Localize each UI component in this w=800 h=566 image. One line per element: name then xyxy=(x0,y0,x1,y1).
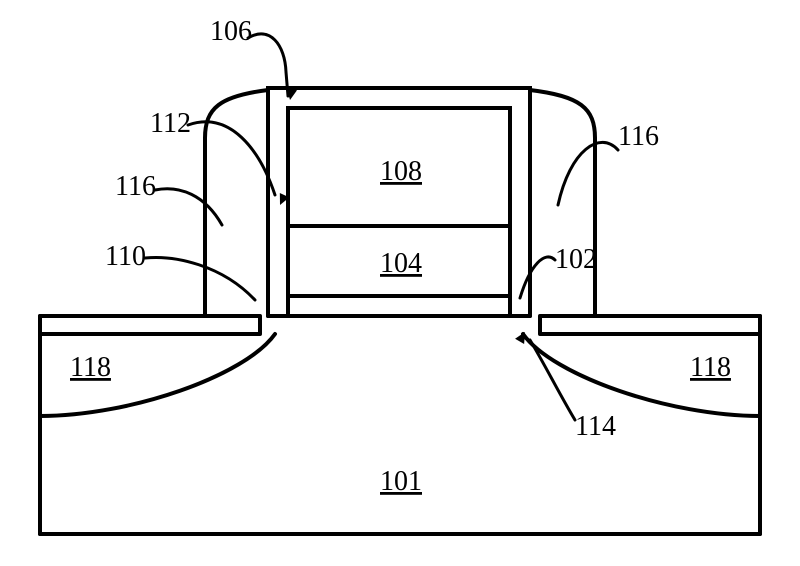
label-l116_right: 116 xyxy=(618,121,659,152)
label-l108: 108 xyxy=(380,156,422,187)
label-l114: 114 xyxy=(575,411,616,442)
leader-l116_left xyxy=(155,189,222,225)
label-l110: 110 xyxy=(105,241,146,272)
label-l118_right: 118 xyxy=(690,352,731,383)
label-l118_left: 118 xyxy=(70,352,111,383)
leader-l116_right xyxy=(558,142,618,205)
leader-l102 xyxy=(520,257,555,298)
label-l102: 102 xyxy=(555,244,597,275)
leader-l112 xyxy=(188,122,275,195)
label-l106: 106 xyxy=(210,16,252,47)
label-l104: 104 xyxy=(380,248,422,279)
leader-l110 xyxy=(145,257,255,300)
label-l101: 101 xyxy=(380,466,422,497)
label-l116_left: 116 xyxy=(115,171,156,202)
label-l112: 112 xyxy=(150,108,191,139)
diagram xyxy=(40,34,760,534)
